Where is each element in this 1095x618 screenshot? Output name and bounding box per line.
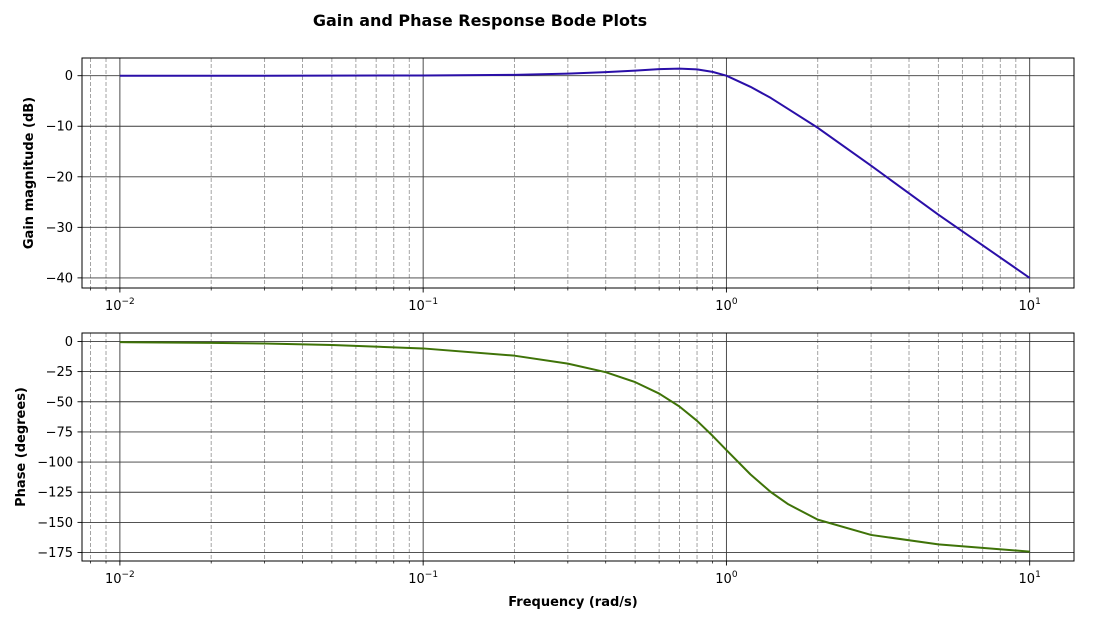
major-gridlines [82, 333, 1074, 561]
y-tick-label: −75 [46, 425, 73, 440]
y-tick-label: −100 [37, 456, 73, 471]
series-line [119, 341, 1030, 553]
y-tick-label: −175 [37, 546, 73, 561]
gain-plot: 10−2 10−1 100 101 0 −10 −20 −30 −40 Gain magnitud… [22, 57, 1075, 314]
y-tick-label: −150 [37, 516, 73, 531]
x-axis-label: Frequency (rad/s) [508, 595, 637, 610]
minor-gridlines [90, 58, 1017, 291]
y-tick-label: −50 [46, 395, 73, 410]
x-tick-label: 10−1 [408, 297, 438, 314]
figure-title: Gain and Phase Response Bode Plots [313, 11, 647, 30]
y-tick-label: −10 [46, 120, 73, 135]
x-tick-label: 10−1 [408, 570, 438, 587]
y-axis-label: Phase (degrees) [14, 387, 29, 507]
x-tick-label: 100 [715, 570, 738, 587]
x-tick-label: 101 [1019, 297, 1041, 314]
major-gridlines [82, 58, 1074, 288]
y-tick-label: −125 [37, 486, 73, 501]
axes-frame [81, 332, 1075, 562]
phase-plot: 10−2 10−1 100 101 0 −25 −50 −75 −100 −125 −150 −175… [14, 332, 1075, 610]
x-tick-label: 10−2 [105, 570, 135, 587]
y-tick-label: −20 [46, 170, 73, 185]
x-tick-label: 101 [1019, 570, 1041, 587]
y-tick-label: −40 [46, 271, 73, 286]
y-tick-label: 0 [65, 335, 73, 350]
y-axis-label: Gain magnitude (dB) [22, 97, 37, 249]
series-line [119, 67, 1031, 279]
x-tick-label: 100 [715, 297, 738, 314]
x-tick-label: 10−2 [105, 297, 135, 314]
minor-gridlines [90, 333, 1017, 564]
y-tick-label: 0 [65, 69, 73, 84]
y-tick-label: −30 [46, 221, 73, 236]
axes-frame [81, 57, 1075, 289]
y-tick-label: −25 [46, 365, 73, 380]
